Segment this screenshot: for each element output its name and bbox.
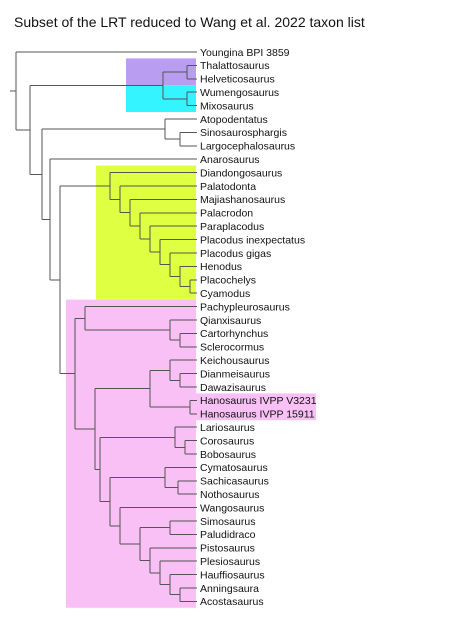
hanosaurus-label-highlight xyxy=(196,393,316,421)
taxon-label: Wumengosaurus xyxy=(200,87,279,99)
taxon-label: Hanosaurus IVPP 15911 xyxy=(200,409,315,421)
taxon-label: Cartorhynchus xyxy=(200,328,268,340)
taxon-label: Plesiosaurus xyxy=(200,556,260,568)
taxon-label: Majiashanosaurus xyxy=(200,194,285,206)
taxon-label: Cymatosaurus xyxy=(200,462,268,474)
taxon-label: Atopodentatus xyxy=(200,114,268,126)
taxon-label: Wangosaurus xyxy=(200,502,264,514)
taxon-label: Sclerocormus xyxy=(200,342,264,354)
taxon-label: Dianmeisaurus xyxy=(200,368,270,380)
taxon-label: Thalattosaurus xyxy=(200,60,269,72)
taxon-label: Helveticosaurus xyxy=(200,74,275,86)
taxon-label: Youngina BPI 3859 xyxy=(200,47,290,59)
taxon-label: Mixosaurus xyxy=(200,100,254,112)
taxon-label: Sachicasaurus xyxy=(200,476,269,488)
taxon-label: Hauffiosaurus xyxy=(200,569,265,581)
taxon-label: Corosaurus xyxy=(200,435,254,447)
taxon-label: Henodus xyxy=(200,261,242,273)
taxon-label: Placodus inexpectatus xyxy=(200,234,305,246)
taxon-label: Bobosaurus xyxy=(200,449,256,461)
taxon-label: Keichousaurus xyxy=(200,355,269,367)
taxon-label: Pistosaurus xyxy=(200,543,255,555)
taxon-label: Lariosaurus xyxy=(200,422,255,434)
placodont-clade-highlight xyxy=(96,165,196,300)
taxon-label: Placochelys xyxy=(200,275,256,287)
taxon-label: Nothosaurus xyxy=(200,489,260,501)
taxon-label: Acostasaurus xyxy=(200,596,264,608)
taxon-label: Largocephalosaurus xyxy=(200,141,295,153)
taxon-label: Paludidraco xyxy=(200,529,256,541)
taxon-label: Sinosaurosphargis xyxy=(200,127,287,139)
taxon-label: Placodus gigas xyxy=(200,248,271,260)
taxon-label: Qianxisaurus xyxy=(200,315,261,327)
taxon-label: Anarosaurus xyxy=(200,154,260,166)
taxon-label: Palatodonta xyxy=(200,181,256,193)
taxon-label: Hanosaurus IVPP V3231 xyxy=(200,395,317,407)
taxon-label: Dawazisaurus xyxy=(200,382,266,394)
taxon-label: Cyamodus xyxy=(200,288,250,300)
taxon-label: Diandongosaurus xyxy=(200,167,282,179)
taxon-label: Anningsaura xyxy=(200,583,259,595)
taxon-label: Palacrodon xyxy=(200,208,253,220)
taxon-label: Pachypleurosaurus xyxy=(200,301,290,313)
figure-title: Subset of the LRT reduced to Wang et al.… xyxy=(14,14,365,30)
taxon-label: Simosaurus xyxy=(200,516,255,528)
taxon-label: Paraplacodus xyxy=(200,221,264,233)
sauropterygia-clade-highlight xyxy=(66,299,196,608)
